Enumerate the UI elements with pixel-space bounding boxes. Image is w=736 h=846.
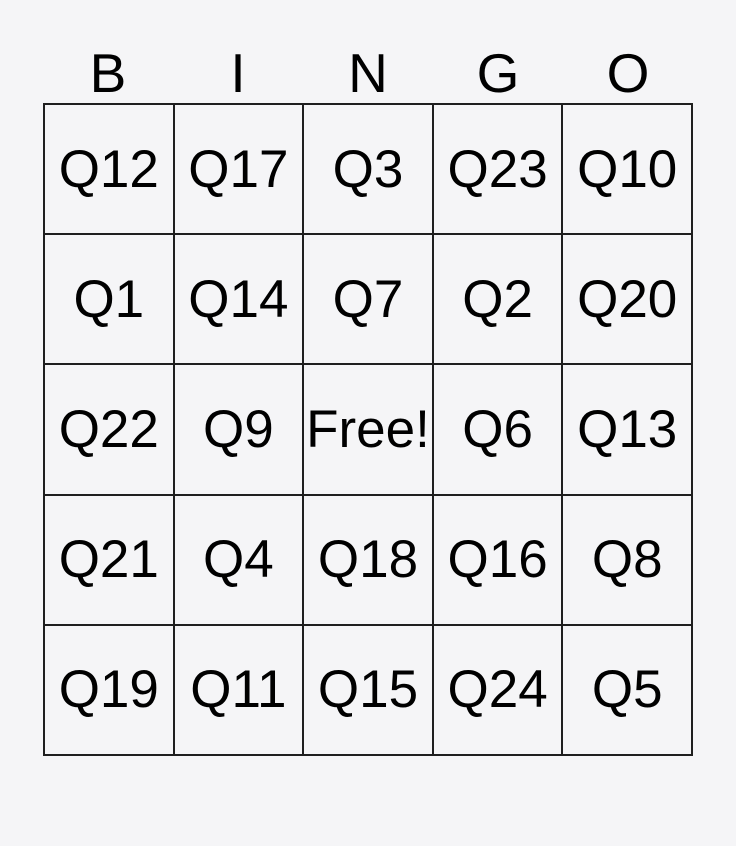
header-letter-b: B (89, 42, 127, 104)
bingo-cell-r1c2[interactable]: Q17 (173, 104, 304, 235)
header-letter-o: O (606, 42, 650, 104)
bingo-cell-r3c1[interactable]: Q22 (44, 364, 174, 495)
bingo-cell-r4c1[interactable]: Q21 (44, 494, 174, 625)
bingo-cell-r5c2[interactable]: Q11 (173, 624, 304, 755)
bingo-cell-r4c2[interactable]: Q4 (173, 494, 304, 625)
bingo-cell-r1c3[interactable]: Q3 (303, 104, 433, 235)
bingo-cell-r1c1[interactable]: Q12 (44, 104, 174, 235)
header-letter-g: G (476, 42, 520, 104)
bingo-cell-r5c3[interactable]: Q15 (303, 624, 433, 755)
bingo-cell-r5c4[interactable]: Q24 (432, 624, 563, 755)
bingo-cell-r3c4[interactable]: Q6 (432, 364, 563, 495)
header-letter-n: N (348, 42, 388, 104)
bingo-cell-r4c4[interactable]: Q16 (432, 494, 563, 625)
bingo-free-cell[interactable]: Free! (303, 364, 433, 495)
bingo-page: { "colors": { "page_background": "#f5f5f… (0, 46, 736, 846)
bingo-cell-r4c5[interactable]: Q8 (562, 494, 692, 625)
bingo-cell-r2c3[interactable]: Q7 (303, 234, 433, 365)
bingo-cell-r1c4[interactable]: Q23 (432, 104, 563, 235)
bingo-cell-r3c5[interactable]: Q13 (562, 364, 692, 495)
bingo-cell-r3c2[interactable]: Q9 (173, 364, 304, 495)
bingo-card-grid: Q12 Q17 Q3 Q23 Q10 Q1 Q14 Q7 Q2 Q20 Q22 … (43, 103, 693, 756)
bingo-cell-r2c1[interactable]: Q1 (44, 234, 174, 365)
bingo-cell-r4c3[interactable]: Q18 (303, 494, 433, 625)
bingo-cell-r2c5[interactable]: Q20 (562, 234, 692, 365)
bingo-cell-r2c2[interactable]: Q14 (173, 234, 304, 365)
bingo-cell-r1c5[interactable]: Q10 (562, 104, 692, 235)
bingo-cell-r2c4[interactable]: Q2 (432, 234, 563, 365)
bingo-cell-r5c5[interactable]: Q5 (562, 624, 692, 755)
header-letter-i: I (230, 42, 246, 104)
bingo-header: B I N G O (43, 46, 693, 101)
bingo-cell-r5c1[interactable]: Q19 (44, 624, 174, 755)
